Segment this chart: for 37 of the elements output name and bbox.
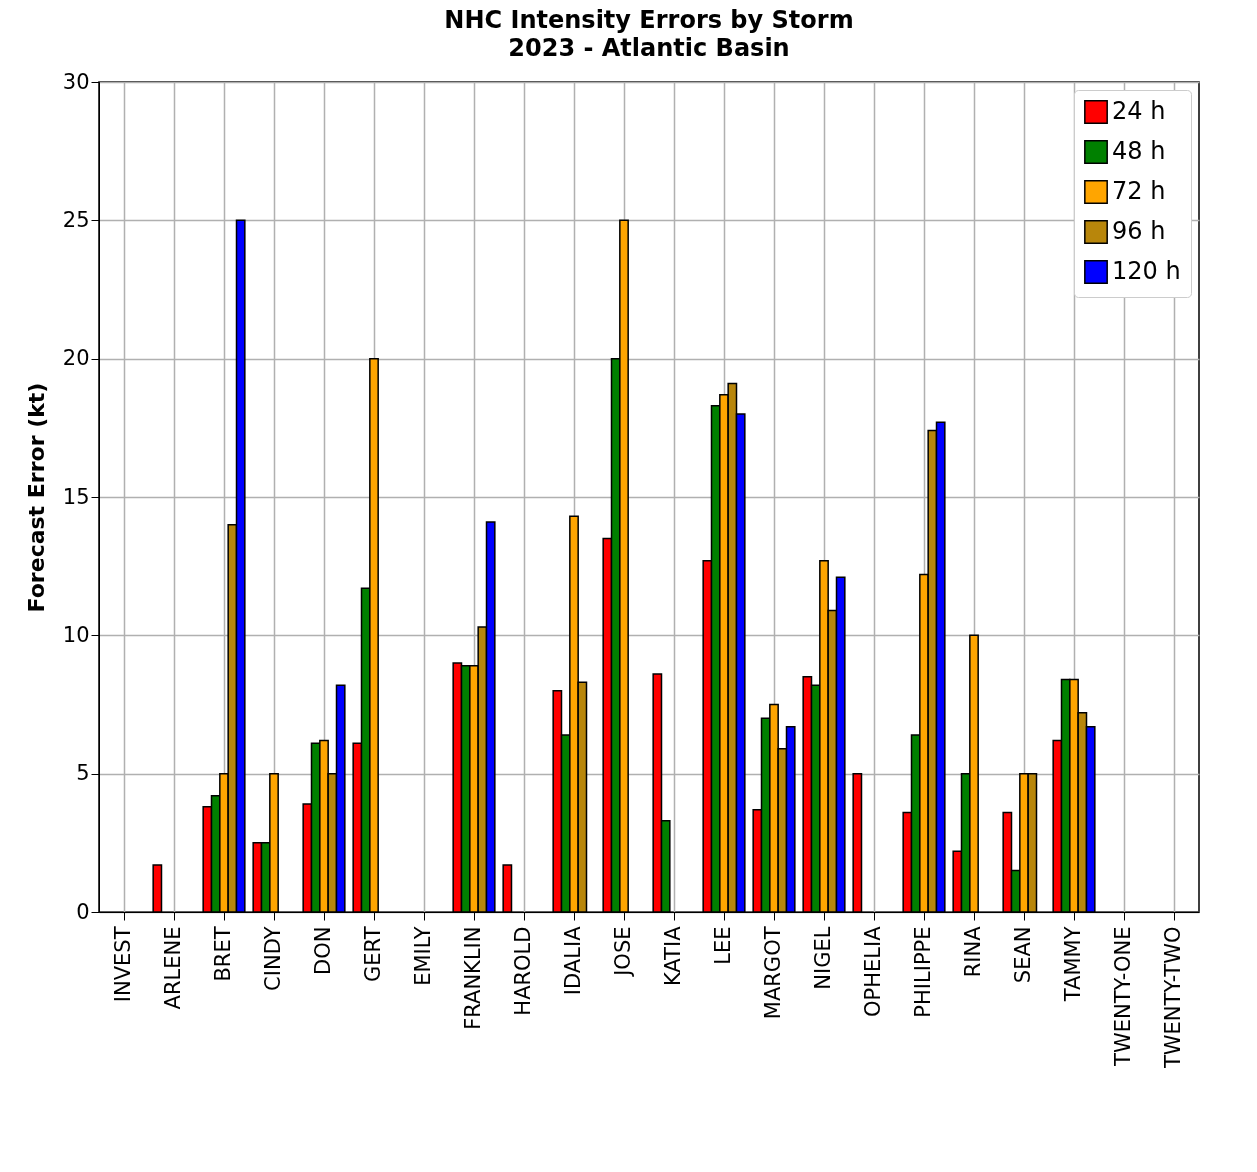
x-tick-label: IDALIA [561, 925, 585, 996]
chart-subtitle: 2023 - Atlantic Basin [508, 34, 790, 62]
x-tick-label: RINA [961, 925, 985, 978]
x-tick-label: GERT [361, 926, 385, 982]
y-tick-label: 5 [76, 761, 90, 786]
x-tick-label: JOSE [611, 926, 635, 978]
chart-title: NHC Intensity Errors by Storm [444, 6, 854, 34]
x-tick-label: PHILIPPE [911, 926, 935, 1018]
y-tick-label: 10 [62, 622, 90, 647]
x-tick-label: EMILY [411, 926, 435, 986]
x-tick-label: BRET [211, 926, 235, 982]
y-tick-label: 30 [62, 69, 90, 94]
legend-label: 120 h [1112, 257, 1181, 285]
x-tick-label: DON [311, 926, 335, 975]
y-tick-label: 25 [62, 207, 90, 232]
y-tick-label: 20 [62, 346, 90, 371]
x-tick-label: ARLENE [161, 926, 185, 1010]
legend-label: 48 h [1112, 137, 1166, 165]
x-tick-label: TWENTY-TWO [1161, 926, 1185, 1070]
legend-label: 24 h [1112, 97, 1166, 125]
x-tick-label: NIGEL [811, 926, 835, 990]
x-tick-label: LEE [711, 926, 735, 965]
x-tick-label: TWENTY-ONE [1111, 926, 1135, 1067]
x-tick-label: SEAN [1011, 926, 1035, 984]
x-tick-label: CINDY [261, 926, 285, 991]
x-tick-label: HAROLD [511, 926, 535, 1016]
x-tick-label: TAMMY [1061, 926, 1085, 1003]
x-tick-label: OPHELIA [861, 925, 885, 1018]
x-tick-label: MARGOT [761, 926, 785, 1020]
legend-label: 72 h [1112, 177, 1166, 205]
y-axis-title: Forecast Error (kt) [23, 382, 49, 613]
y-tick-label: 15 [62, 484, 90, 509]
x-tick-label: INVEST [111, 926, 135, 1003]
y-tick-label: 0 [76, 899, 90, 924]
x-tick-label: KATIA [661, 925, 685, 987]
legend-label: 96 h [1112, 217, 1166, 245]
x-tick-label: FRANKLIN [461, 926, 485, 1030]
